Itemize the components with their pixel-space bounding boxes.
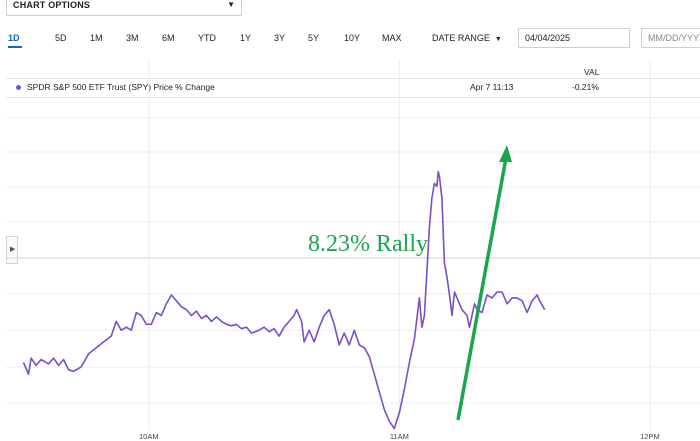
rally-annotation: 8.23% Rally — [308, 145, 512, 421]
chevron-right-icon: ▶ — [10, 246, 16, 253]
grid-lines — [6, 117, 700, 404]
x-tick-label: 11AM — [390, 432, 409, 441]
x-axis-ticks: 10AM 11AM 12PM — [139, 60, 660, 441]
date-end-input[interactable] — [641, 28, 700, 48]
date-range-dropdown[interactable]: DATE RANGE ▼ — [432, 33, 502, 43]
date-range-label: DATE RANGE — [432, 33, 490, 43]
toolbar: CHART OPTIONS ▼ 1D 5D 1M 3M 6M YTD 1Y 3Y 5Y 10Y MA… — [0, 0, 700, 60]
range-max[interactable]: MAX — [382, 33, 402, 43]
rally-arrow-head-icon — [499, 145, 512, 162]
range-ytd[interactable]: YTD — [198, 33, 216, 43]
range-6m[interactable]: 6M — [162, 33, 175, 43]
rally-annotation-text: 8.23% Rally — [308, 231, 428, 257]
x-tick-label: 12PM — [640, 432, 660, 441]
chart-options-label: CHART OPTIONS — [13, 0, 91, 10]
legend-timestamp: Apr 7 11:13 — [470, 82, 514, 92]
range-1d[interactable]: 1D — [8, 33, 20, 43]
value-header: VAL — [584, 67, 600, 77]
legend-row — [6, 78, 700, 98]
range-5d[interactable]: 5D — [55, 33, 67, 43]
range-3y[interactable]: 3Y — [274, 33, 286, 43]
rally-arrow-line — [456, 157, 508, 421]
caret-down-icon: ▼ — [227, 0, 235, 9]
legend-series-label: SPDR S&P 500 ETF Trust (SPY) Price % Cha… — [27, 82, 215, 92]
range-3m[interactable]: 3M — [126, 33, 139, 43]
range-1m[interactable]: 1M — [90, 33, 103, 43]
date-start-input[interactable] — [518, 28, 630, 48]
x-tick-label: 10AM — [139, 432, 159, 441]
chart-options-dropdown[interactable]: CHART OPTIONS ▼ — [6, 0, 242, 16]
range-5y[interactable]: 5Y — [308, 33, 320, 43]
active-range-underline — [8, 46, 22, 48]
expand-panel-tab[interactable]: ▶ — [6, 236, 18, 264]
caret-down-icon: ▼ — [494, 36, 502, 43]
series-line — [22, 170, 546, 430]
legend-dot-icon — [16, 85, 21, 90]
series-group — [22, 170, 546, 430]
legend-value: -0.21% — [572, 82, 599, 92]
range-10y[interactable]: 10Y — [344, 33, 361, 43]
range-1y[interactable]: 1Y — [240, 33, 252, 43]
